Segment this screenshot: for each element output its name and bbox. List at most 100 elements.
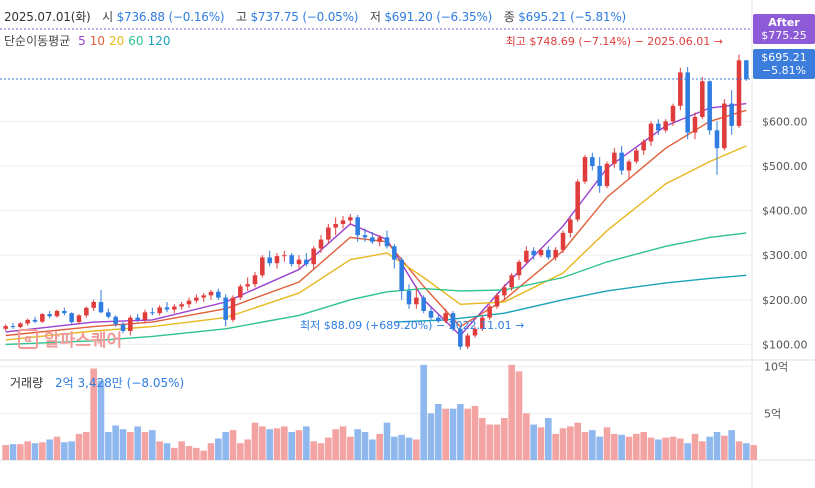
volume-bar [596,436,603,460]
candle-body [560,232,566,250]
candle-body [260,257,265,276]
volume-bar [127,432,134,460]
volume-bar [420,364,427,460]
volume-bar [721,435,728,460]
volume-bar [303,426,310,460]
candle-body [619,152,624,171]
ma-legend-item: 10 [89,34,105,48]
axis-labels: $100.00 $200.00 $300.00 $400.00 $500.00 $600.… [762,115,808,420]
volume-bar [361,432,369,460]
volume-bar [369,439,376,460]
volume-bar [39,442,46,460]
volume-bar [552,433,559,460]
high-annotation-text: 최고 $748.69 (−7.14%) − 2025.06.01 [505,35,711,48]
volume-bar [625,436,633,460]
after-hours-title: After [768,16,800,29]
candle-body [692,116,698,133]
candle-body [428,310,434,318]
open-value: $736.88 (−0.16%) [116,10,225,24]
candle-body [32,319,38,322]
volume-bar [105,432,112,460]
volume-tick-label: 10억 [764,361,788,374]
candle-body [384,237,390,247]
volume-bar [471,405,479,460]
candle-body [172,306,177,310]
volume-bar [273,428,281,460]
volume-bar [185,446,193,460]
volume-bar [200,450,207,460]
candle-body [670,105,676,122]
after-hours-price: $775.25 [761,29,807,42]
volume-bar [655,439,662,460]
volume-bar [427,413,435,460]
volume-bar [222,432,229,460]
candle-body [186,300,192,305]
volume-bar [464,408,471,460]
candle-body [509,275,514,288]
volume-bar [237,443,244,460]
candle-body [524,250,529,262]
volume-bar [244,439,251,460]
price-tick-label: $600.00 [762,115,808,128]
candle-body [150,312,155,314]
volume-bar [281,426,288,460]
volume-bar [662,437,669,460]
price-tick-label: $500.00 [762,160,808,173]
ma10-line [5,109,747,337]
candle-body [274,256,280,264]
volume-legend: 거래량 2억 3,428만 (−8.05%) [10,374,184,391]
candle-body [230,297,236,320]
volume-bar [24,441,31,460]
volume-bar [486,424,493,460]
candle-body [568,219,573,233]
current-change: −5.81% [761,64,807,77]
ma20-line [5,145,747,341]
candle-body [238,286,243,298]
volume-bar [479,418,486,460]
candle-body [157,307,162,314]
volume-bar [90,368,97,460]
candle-body [252,275,258,285]
volume-bar [669,436,677,460]
close-value: $695.21 (−5.81%) [518,10,627,24]
ma-legend[interactable]: 단순이동평균 5 10 20 60 120 [4,32,178,49]
volume-bar [317,443,325,460]
chart-overlay [0,28,752,80]
candle-body [194,297,199,301]
low-annotation-text: 최저 $88.09 (+689.20%) − 2022.11.01 [300,319,512,332]
low-annotation: 최저 $88.09 (+689.20%) − 2022.11.01 → [300,317,524,333]
candle-body [538,249,544,256]
volume-bar [178,441,185,460]
candle-body [575,181,580,220]
volume-bar [391,436,398,460]
volume-bar [581,432,589,460]
volume-bar [163,443,171,460]
volume-bar [442,408,449,460]
candlesticks [3,54,749,350]
date-label: 2025.07.01(화) [4,10,91,24]
candle-body [458,328,463,347]
volume-bar [156,441,163,460]
volume-bar [735,441,743,460]
volume-bar [457,404,464,460]
candle-body [487,306,492,318]
volume-bar [134,426,141,460]
candle-body [714,130,720,149]
volume-bar [215,438,222,460]
candle-body [267,257,272,264]
candle-body [333,223,338,228]
price-tick-label: $400.00 [762,205,808,218]
candle-body [722,103,727,149]
volume-bar [266,429,273,460]
volume-bar [193,447,200,460]
candle-body [318,239,324,249]
volume-bar [559,428,567,460]
candle-body [98,302,104,313]
volume-bar [398,434,405,460]
candle-body [656,123,661,131]
candle-body [296,259,302,265]
volume-bar [229,430,237,460]
